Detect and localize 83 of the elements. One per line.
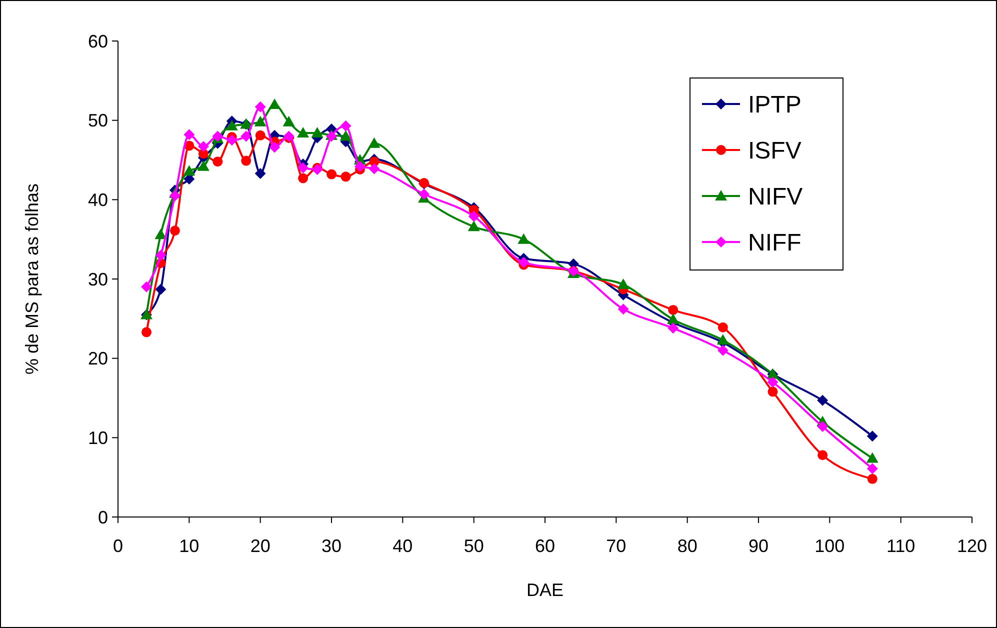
point <box>340 120 352 132</box>
point <box>418 188 430 200</box>
point <box>866 452 878 463</box>
point <box>240 130 252 142</box>
y-axis-title: % de MS para as folhas <box>22 183 42 375</box>
point <box>255 130 266 140</box>
point <box>298 162 309 174</box>
y-tick-label: 20 <box>88 348 108 369</box>
y-tick-label: 10 <box>88 428 108 448</box>
point <box>618 304 629 315</box>
point <box>184 129 195 140</box>
point <box>368 137 380 148</box>
point <box>169 190 180 202</box>
point <box>155 250 166 261</box>
point <box>197 160 210 171</box>
point <box>241 156 252 166</box>
x-tick-label: 70 <box>606 536 626 556</box>
y-tick-label: 0 <box>98 507 108 528</box>
point <box>140 281 152 292</box>
x-tick-label: 100 <box>814 536 845 556</box>
x-tick-label: 90 <box>748 536 769 556</box>
point <box>155 284 166 295</box>
x-tick-label: 30 <box>321 536 342 556</box>
point <box>818 450 828 460</box>
point <box>170 226 180 236</box>
point <box>311 127 324 138</box>
point <box>866 430 878 442</box>
point <box>718 322 728 332</box>
point <box>668 304 678 315</box>
point <box>183 165 196 176</box>
x-tick-label: 60 <box>534 536 556 556</box>
x-tick-label: 40 <box>392 536 413 556</box>
x-axis-title: DAE <box>526 580 564 600</box>
point <box>198 141 209 152</box>
y-tick-label: 30 <box>88 269 108 290</box>
legend-label: IPTP <box>748 91 802 118</box>
point <box>468 220 480 232</box>
x-tick-label: 0 <box>112 536 124 556</box>
point <box>617 278 630 290</box>
point <box>368 163 380 174</box>
legend-label: NIFF <box>748 229 802 256</box>
legend-label: ISFV <box>748 137 802 164</box>
point <box>154 228 167 240</box>
point <box>717 344 728 356</box>
point <box>282 116 295 126</box>
point <box>226 134 238 146</box>
point <box>817 394 828 406</box>
point <box>340 130 352 141</box>
point <box>298 173 308 184</box>
x-tick-label: 10 <box>179 536 200 556</box>
point <box>867 474 878 484</box>
point <box>297 127 310 138</box>
point <box>226 120 238 130</box>
point <box>716 334 729 345</box>
point <box>518 233 530 244</box>
y-tick-label: 60 <box>88 31 108 52</box>
x-tick-label: 120 <box>956 536 988 556</box>
x-tick-label: 20 <box>250 536 270 556</box>
point <box>340 172 351 182</box>
point <box>767 376 778 388</box>
point <box>668 322 679 334</box>
point <box>768 386 778 397</box>
point <box>866 463 878 474</box>
point <box>667 313 680 324</box>
point <box>254 168 266 179</box>
point <box>518 256 530 268</box>
legend-label: NIFV <box>748 183 803 210</box>
point <box>312 164 323 176</box>
y-tick-label: 40 <box>88 190 108 210</box>
point <box>254 116 266 126</box>
point <box>141 327 152 338</box>
point <box>354 160 366 172</box>
x-tick-label: 110 <box>886 536 916 556</box>
point <box>254 101 266 112</box>
y-tick-label: 50 <box>88 110 108 131</box>
point <box>268 98 281 109</box>
x-tick-label: 50 <box>464 536 484 556</box>
point <box>212 156 223 167</box>
point <box>326 169 336 180</box>
point <box>468 210 480 222</box>
point <box>269 142 280 153</box>
x-tick-label: 80 <box>677 536 698 556</box>
point <box>817 421 828 432</box>
